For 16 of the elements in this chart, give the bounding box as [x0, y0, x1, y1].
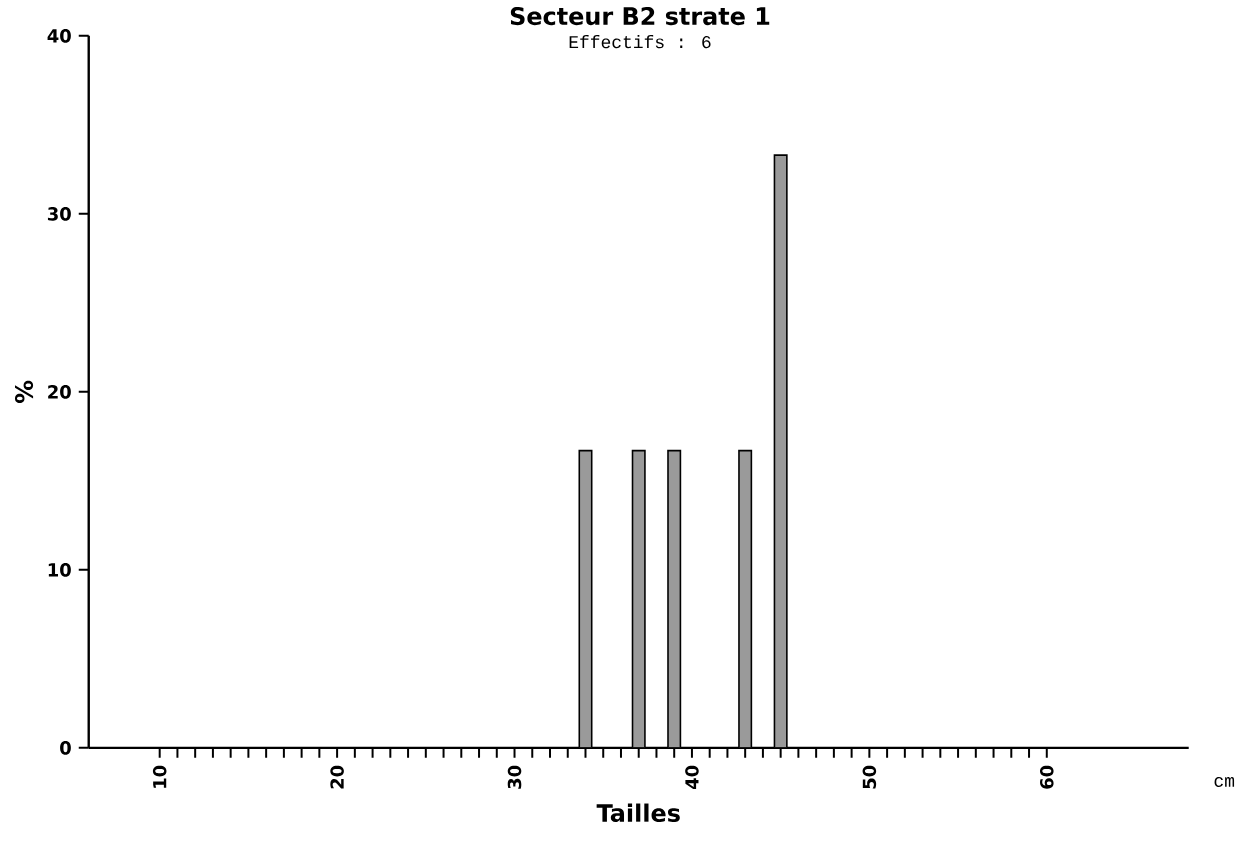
- x-tick-label: 30: [507, 765, 522, 789]
- chart-subtitle: Effectifs : 6: [569, 35, 711, 49]
- y-tick-label: 20: [48, 385, 71, 399]
- x-tick-label: 10: [152, 765, 167, 788]
- y-tick-label: 10: [48, 563, 71, 577]
- x-tick-label: 40: [685, 765, 699, 790]
- x-axis-title: Tailles: [596, 803, 680, 823]
- x-tick-label: 20: [330, 765, 344, 789]
- x-tick-label: 60: [1040, 765, 1054, 789]
- y-tick-label: 30: [47, 207, 71, 221]
- chart-title: Secteur B2 strate 1: [510, 7, 770, 26]
- y-axis-title: %: [14, 380, 34, 404]
- text: cm: [1214, 777, 1235, 787]
- x-tick-label: 50: [862, 765, 877, 789]
- y-tick-label: 0: [60, 741, 71, 755]
- y-tick-label: 40: [47, 29, 71, 43]
